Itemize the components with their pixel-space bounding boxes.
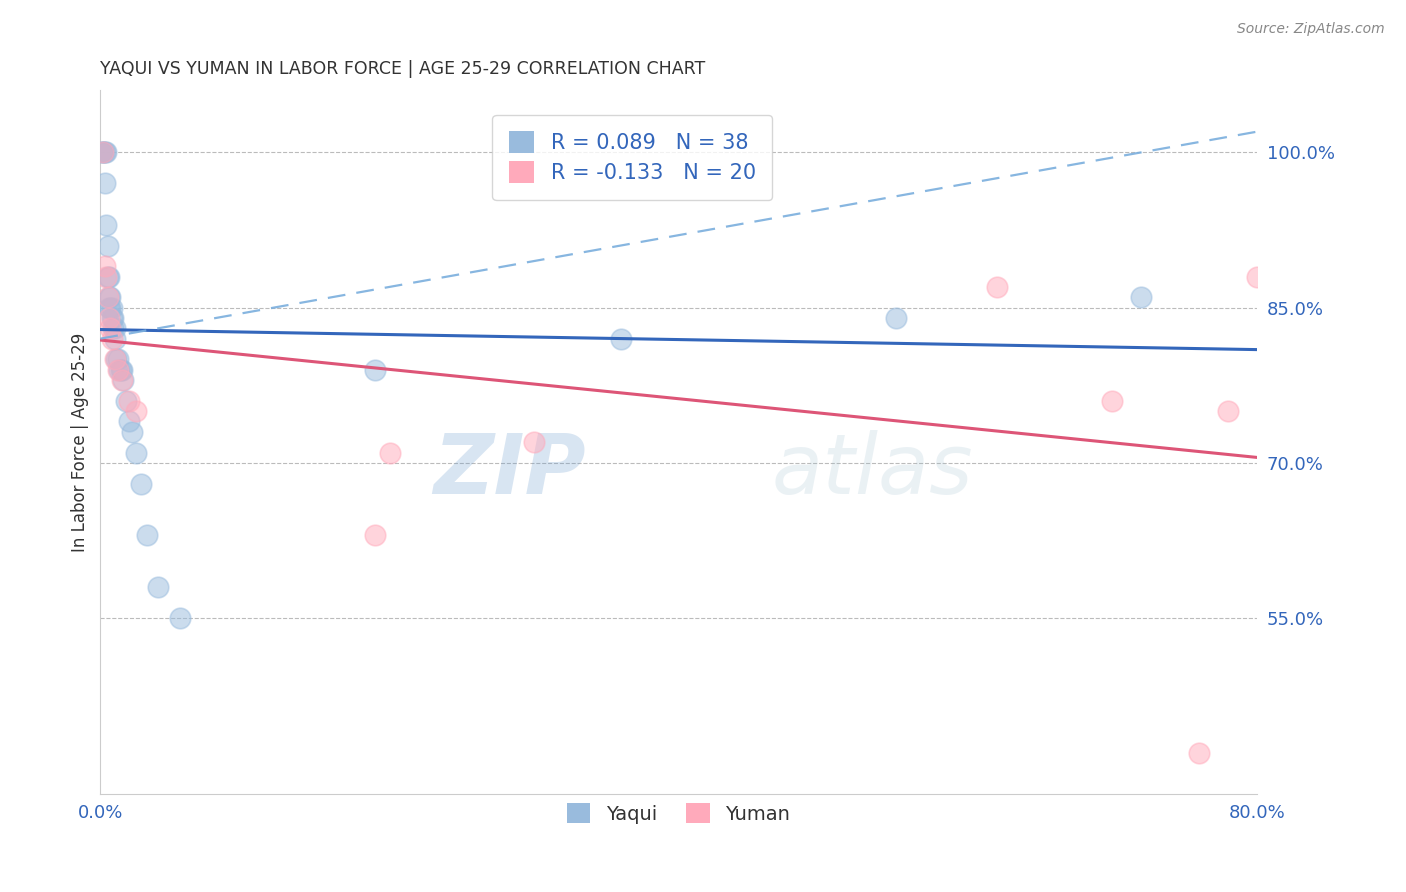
Point bbox=[118, 393, 141, 408]
Point bbox=[98, 310, 121, 325]
Point bbox=[97, 238, 120, 252]
Point bbox=[1101, 393, 1123, 408]
Point bbox=[111, 373, 134, 387]
Point bbox=[91, 145, 114, 160]
Point bbox=[1130, 290, 1153, 304]
Point bbox=[169, 611, 191, 625]
Point bbox=[610, 332, 633, 346]
Point bbox=[129, 476, 152, 491]
Point bbox=[364, 362, 387, 376]
Point bbox=[104, 352, 127, 367]
Point bbox=[91, 145, 114, 160]
Point bbox=[104, 321, 127, 335]
Point bbox=[98, 290, 121, 304]
Point bbox=[378, 445, 401, 459]
Point bbox=[91, 145, 114, 160]
Point bbox=[105, 352, 128, 367]
Point bbox=[364, 528, 387, 542]
Point bbox=[108, 362, 131, 376]
Point bbox=[100, 321, 122, 335]
Point bbox=[97, 290, 120, 304]
Point bbox=[112, 373, 135, 387]
Point bbox=[125, 404, 148, 418]
Text: atlas: atlas bbox=[772, 430, 973, 511]
Point bbox=[986, 280, 1008, 294]
Point bbox=[101, 301, 124, 315]
Point bbox=[101, 310, 124, 325]
Point bbox=[107, 362, 129, 376]
Point bbox=[100, 301, 122, 315]
Point bbox=[107, 352, 129, 367]
Point bbox=[110, 362, 132, 376]
Point bbox=[125, 445, 148, 459]
Point bbox=[111, 362, 134, 376]
Point bbox=[97, 269, 120, 284]
Point bbox=[115, 393, 138, 408]
Point bbox=[103, 310, 125, 325]
Point bbox=[1188, 746, 1211, 760]
Point bbox=[121, 425, 143, 439]
Point bbox=[100, 290, 122, 304]
Point bbox=[148, 580, 170, 594]
Point bbox=[1216, 404, 1239, 418]
Point bbox=[104, 332, 127, 346]
Point bbox=[93, 145, 115, 160]
Point bbox=[98, 269, 121, 284]
Point bbox=[98, 301, 121, 315]
Point bbox=[523, 435, 546, 450]
Legend: Yaqui, Yuman: Yaqui, Yuman bbox=[557, 794, 800, 834]
Text: ZIP: ZIP bbox=[433, 430, 586, 511]
Point bbox=[93, 259, 115, 273]
Point bbox=[94, 145, 117, 160]
Text: Source: ZipAtlas.com: Source: ZipAtlas.com bbox=[1237, 22, 1385, 37]
Point bbox=[94, 218, 117, 232]
Point bbox=[1246, 269, 1268, 284]
Point bbox=[93, 177, 115, 191]
Point bbox=[884, 310, 907, 325]
Point bbox=[90, 145, 112, 160]
Point bbox=[94, 269, 117, 284]
Point bbox=[101, 332, 124, 346]
Point bbox=[103, 321, 125, 335]
Point bbox=[118, 414, 141, 428]
Text: YAQUI VS YUMAN IN LABOR FORCE | AGE 25-29 CORRELATION CHART: YAQUI VS YUMAN IN LABOR FORCE | AGE 25-2… bbox=[100, 60, 706, 78]
Point bbox=[135, 528, 157, 542]
Y-axis label: In Labor Force | Age 25-29: In Labor Force | Age 25-29 bbox=[72, 333, 89, 552]
